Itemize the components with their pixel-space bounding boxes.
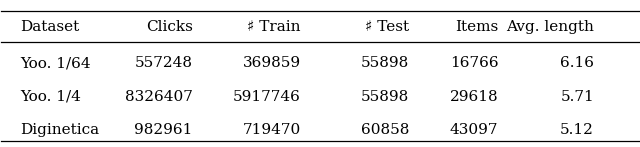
Text: 60858: 60858 (361, 123, 409, 137)
Text: 5.71: 5.71 (560, 90, 594, 104)
Text: 5917746: 5917746 (233, 90, 301, 104)
Text: 982961: 982961 (134, 123, 193, 137)
Text: Yoo. 1/64: Yoo. 1/64 (20, 56, 91, 70)
Text: Items: Items (455, 20, 499, 34)
Text: 16766: 16766 (450, 56, 499, 70)
Text: 557248: 557248 (134, 56, 193, 70)
Text: 719470: 719470 (243, 123, 301, 137)
Text: 55898: 55898 (361, 90, 409, 104)
Text: Clicks: Clicks (146, 20, 193, 34)
Text: 6.16: 6.16 (560, 56, 594, 70)
Text: 43097: 43097 (450, 123, 499, 137)
Text: Dataset: Dataset (20, 20, 80, 34)
Text: 5.12: 5.12 (560, 123, 594, 137)
Text: Avg. length: Avg. length (506, 20, 594, 34)
Text: 29618: 29618 (450, 90, 499, 104)
Text: 55898: 55898 (361, 56, 409, 70)
Text: Diginetica: Diginetica (20, 123, 100, 137)
Text: ♯ Test: ♯ Test (365, 20, 409, 34)
Text: 8326407: 8326407 (125, 90, 193, 104)
Text: Yoo. 1/4: Yoo. 1/4 (20, 90, 81, 104)
Text: 369859: 369859 (243, 56, 301, 70)
Text: ♯ Train: ♯ Train (248, 20, 301, 34)
